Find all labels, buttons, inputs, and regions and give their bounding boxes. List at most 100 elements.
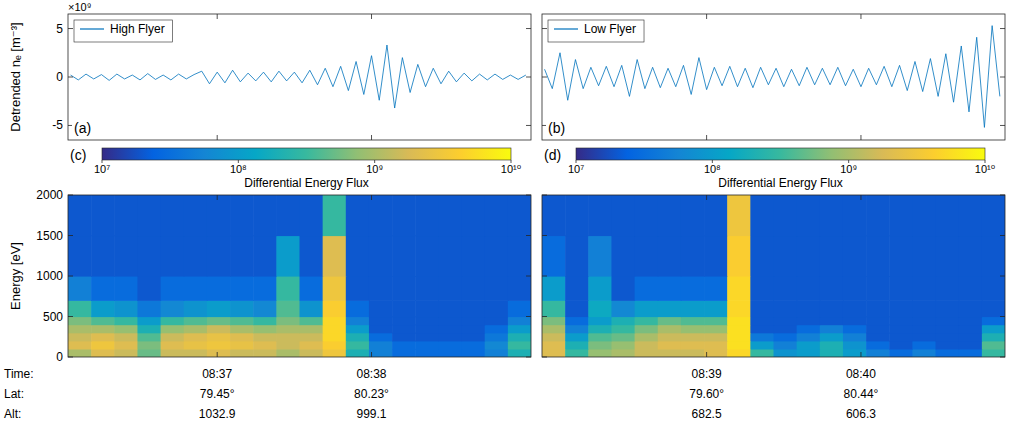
heat-cell	[820, 236, 844, 277]
heat-cell	[392, 236, 416, 277]
heat-cell	[207, 300, 231, 317]
heat-cell	[161, 317, 185, 326]
colorbar-tick-label: 10¹⁰	[975, 163, 996, 175]
heat-cell	[114, 349, 138, 357]
heat-cell	[750, 333, 774, 342]
heat-cell	[936, 341, 960, 350]
heat-cell	[253, 276, 277, 301]
x-tick	[371, 14, 372, 19]
heat-cell	[797, 276, 821, 301]
heat-cell	[230, 300, 254, 317]
heat-cell	[658, 325, 682, 334]
heat-cell	[912, 349, 936, 357]
heat-cell	[114, 300, 138, 317]
heat-cell	[369, 276, 393, 301]
heat-cell	[912, 325, 936, 334]
heat-cell	[300, 325, 324, 334]
heat-cell	[323, 325, 347, 334]
heat-cell	[889, 325, 913, 334]
x-tick-row-label: 79.45°	[200, 387, 235, 401]
heat-cell	[415, 325, 439, 334]
x-tick-label: 08:40	[846, 367, 876, 381]
y-tick-label: 1500	[36, 229, 63, 243]
heat-cell	[91, 300, 115, 317]
heat-cell	[230, 325, 254, 334]
heat-cell	[346, 236, 370, 277]
heat-cell	[843, 325, 867, 334]
heat-cell	[704, 341, 728, 350]
colorbar-tick-label: 10⁹	[366, 163, 383, 175]
legend-swatch	[554, 28, 578, 29]
x-tick-row-label: 999.1	[357, 407, 387, 421]
colorbar	[102, 148, 511, 160]
heat-cell	[542, 300, 566, 317]
heat-cell	[462, 341, 486, 350]
plot-background	[68, 195, 531, 357]
heat-cell	[161, 349, 185, 357]
heat-cell	[542, 349, 566, 357]
heat-cell	[866, 317, 890, 326]
heat-cell	[681, 341, 705, 350]
heat-cell	[912, 333, 936, 342]
y-tick	[526, 28, 531, 29]
heat-cell	[230, 349, 254, 357]
heat-cell	[91, 317, 115, 326]
plot-frame	[542, 195, 1005, 357]
heat-cell	[91, 195, 115, 236]
heat-cell	[542, 333, 566, 342]
heat-cell	[462, 333, 486, 342]
x-tick	[371, 135, 372, 140]
label-patch	[546, 119, 567, 137]
x-row-title: Lat:	[4, 387, 24, 401]
heat-cell	[982, 195, 1005, 236]
x-tick	[371, 195, 372, 200]
panel-3: 10⁷10⁸10⁹10¹⁰Differential Energy Flux08:…	[542, 146, 1006, 421]
heat-cell	[727, 195, 751, 236]
heat-cell	[161, 333, 185, 342]
heat-cell	[635, 317, 659, 326]
heat-cell	[438, 300, 462, 317]
y-tick	[68, 28, 73, 29]
heat-cell	[936, 333, 960, 342]
heat-cell	[866, 236, 890, 277]
label-patch	[72, 119, 93, 137]
heat-cell	[137, 349, 161, 357]
marks	[71, 45, 526, 108]
heat-cell	[323, 341, 347, 350]
heat-cell	[462, 300, 486, 317]
heat-cell	[982, 317, 1005, 326]
heat-cell	[68, 195, 92, 236]
heat-cell	[611, 195, 635, 236]
heat-cell	[982, 236, 1005, 277]
heat-cell	[184, 300, 208, 317]
heat-cell	[750, 341, 774, 350]
heat-cell	[415, 317, 439, 326]
heat-cell	[797, 300, 821, 317]
heat-cell	[184, 195, 208, 236]
heat-cell	[658, 341, 682, 350]
heat-cell	[68, 341, 92, 350]
heat-cell	[184, 236, 208, 277]
heat-cell	[542, 276, 566, 301]
heat-cell	[843, 317, 867, 326]
heat-cell	[137, 195, 161, 236]
panel-label: (d)	[544, 147, 561, 163]
heat-cell	[485, 333, 509, 342]
heat-cell	[508, 300, 531, 317]
heat-cell	[230, 236, 254, 277]
heat-cell	[774, 341, 798, 350]
heat-cell	[207, 349, 231, 357]
heat-cell	[542, 195, 566, 236]
heat-cell	[114, 236, 138, 277]
heat-cell	[91, 276, 115, 301]
heat-cell	[323, 349, 347, 357]
heat-cell	[889, 349, 913, 357]
heat-cell	[137, 333, 161, 342]
heat-cell	[276, 317, 300, 326]
heat-cell	[137, 317, 161, 326]
heat-cell	[750, 317, 774, 326]
heat-cell	[230, 317, 254, 326]
heat-cell	[750, 195, 774, 236]
heat-cell	[508, 195, 531, 236]
heat-cell	[462, 325, 486, 334]
